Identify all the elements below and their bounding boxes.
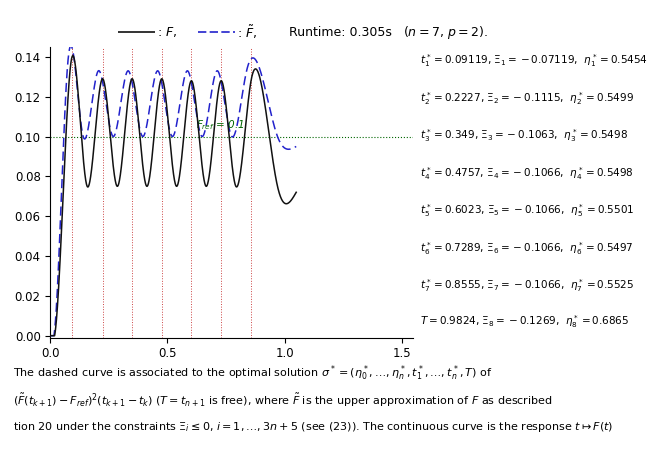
Text: $t_3^* = 0.349$, $\Xi_3 = -0.1063$,  $\eta_3^* = 0.5498$: $t_3^* = 0.349$, $\Xi_3 = -0.1063$, $\et… bbox=[420, 128, 628, 144]
Text: $T = 0.9824$, $\Xi_8 = -0.1269$,  $\eta_8^* = 0.6865$: $T = 0.9824$, $\Xi_8 = -0.1269$, $\eta_8… bbox=[420, 313, 629, 330]
Text: $t_2^* = 0.2227$, $\Xi_2 = -0.1115$,  $\eta_2^* = 0.5499$: $t_2^* = 0.2227$, $\Xi_2 = -0.1115$, $\e… bbox=[420, 90, 634, 107]
Text: tion 20 under the constraints $\Xi_i \leq 0$, $i = 1, \ldots, 3n+5$ (see (23)). : tion 20 under the constraints $\Xi_i \le… bbox=[13, 420, 614, 434]
Text: : $\tilde{F}$,: : $\tilde{F}$, bbox=[237, 23, 257, 41]
Text: $t_6^* = 0.7289$, $\Xi_6 = -0.1066$,  $\eta_6^* = 0.5497$: $t_6^* = 0.7289$, $\Xi_6 = -0.1066$, $\e… bbox=[420, 240, 634, 257]
Text: $t_7^* = 0.8555$, $\Xi_7 = -0.1066$,  $\eta_7^* = 0.5525$: $t_7^* = 0.8555$, $\Xi_7 = -0.1066$, $\e… bbox=[420, 278, 634, 295]
Text: $(n = 7,\, p = 2).$: $(n = 7,\, p = 2).$ bbox=[403, 24, 489, 41]
Text: $(\tilde{F}(t_{k+1}) - F_{ref})^2(t_{k+1} - t_k)$ ($T = t_{n+1}$ is free), where: $(\tilde{F}(t_{k+1}) - F_{ref})^2(t_{k+1… bbox=[13, 392, 553, 409]
Text: The dashed curve is associated to the optimal solution $\sigma^* = (\eta_0^*, \l: The dashed curve is associated to the op… bbox=[13, 363, 493, 383]
Text: $t_1^* = 0.09119$, $\Xi_1 = -0.07119$,  $\eta_1^* = 0.5454$: $t_1^* = 0.09119$, $\Xi_1 = -0.07119$, $… bbox=[420, 53, 648, 69]
Text: : $F$,: : $F$, bbox=[157, 25, 177, 39]
Text: $t_5^* = 0.6023$, $\Xi_5 = -0.1066$,  $\eta_5^* = 0.5501$: $t_5^* = 0.6023$, $\Xi_5 = -0.1066$, $\e… bbox=[420, 203, 634, 219]
Text: Runtime: 0.305s: Runtime: 0.305s bbox=[289, 26, 392, 39]
Text: $F_{ref}$ = 0.1: $F_{ref}$ = 0.1 bbox=[196, 118, 244, 131]
Text: $t_4^* = 0.4757$, $\Xi_4 = -0.1066$,  $\eta_4^* = 0.5498$: $t_4^* = 0.4757$, $\Xi_4 = -0.1066$, $\e… bbox=[420, 165, 634, 182]
